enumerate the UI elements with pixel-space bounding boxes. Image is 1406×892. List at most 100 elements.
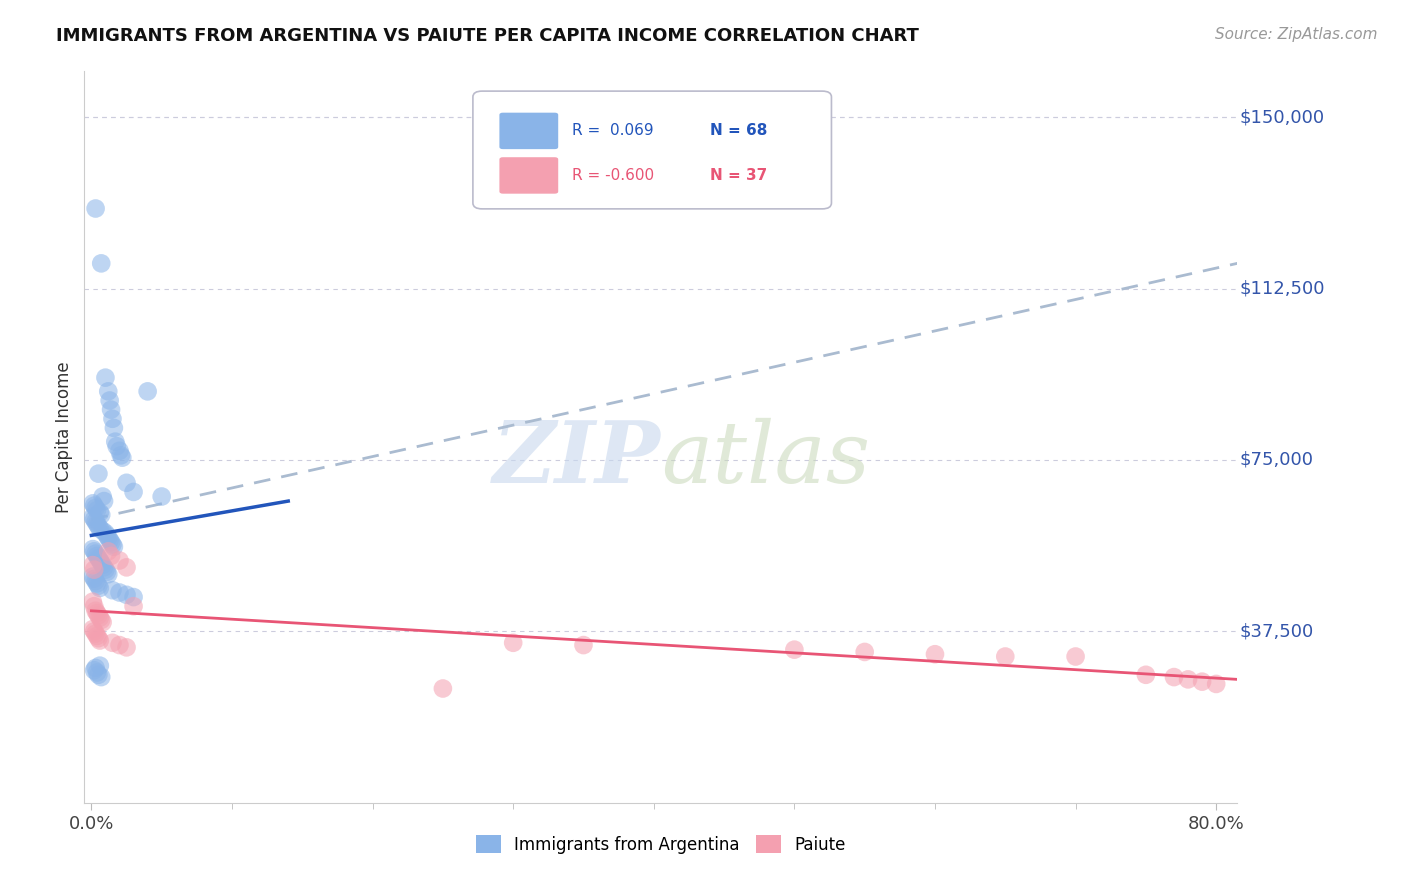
Point	[432, 681, 454, 696]
Point	[86, 665, 108, 680]
Text: N = 37: N = 37	[710, 168, 768, 183]
Point	[84, 515, 107, 529]
Point	[93, 560, 115, 574]
Point	[87, 632, 110, 646]
Point	[89, 506, 111, 520]
Point	[1177, 673, 1199, 687]
Point	[90, 670, 112, 684]
Point	[1064, 649, 1087, 664]
Point	[94, 526, 117, 541]
Point	[100, 402, 122, 417]
Point	[82, 510, 104, 524]
Point	[108, 443, 131, 458]
Text: $75,000: $75,000	[1240, 451, 1313, 469]
Point	[83, 663, 105, 677]
Point	[87, 608, 110, 623]
Point	[115, 588, 138, 602]
Text: R =  0.069: R = 0.069	[572, 123, 654, 138]
Point	[87, 579, 110, 593]
Point	[100, 549, 122, 563]
Point	[83, 544, 105, 558]
Point	[98, 533, 121, 547]
Y-axis label: Per Capita Income: Per Capita Income	[55, 361, 73, 513]
Point	[82, 622, 104, 636]
Point	[90, 613, 112, 627]
Point	[122, 484, 145, 499]
Point	[89, 553, 111, 567]
FancyBboxPatch shape	[499, 112, 558, 149]
Point	[98, 393, 121, 408]
Point	[122, 590, 145, 604]
Point	[96, 565, 118, 579]
Point	[110, 448, 132, 462]
Point	[91, 524, 114, 538]
Point	[82, 594, 104, 608]
Point	[86, 516, 108, 531]
Point	[994, 649, 1017, 664]
Point	[136, 384, 159, 399]
Point	[83, 512, 105, 526]
Point	[84, 604, 107, 618]
Point	[96, 528, 118, 542]
Point	[104, 434, 127, 449]
Point	[122, 599, 145, 614]
Point	[87, 667, 110, 681]
Text: N = 68: N = 68	[710, 123, 768, 138]
FancyBboxPatch shape	[472, 91, 831, 209]
Point	[94, 563, 117, 577]
Point	[853, 645, 876, 659]
Point	[101, 537, 124, 551]
Text: $150,000: $150,000	[1240, 108, 1324, 126]
Text: IMMIGRANTS FROM ARGENTINA VS PAIUTE PER CAPITA INCOME CORRELATION CHART: IMMIGRANTS FROM ARGENTINA VS PAIUTE PER …	[56, 27, 920, 45]
Point	[86, 629, 108, 643]
Point	[115, 475, 138, 490]
Point	[89, 658, 111, 673]
Point	[101, 411, 124, 425]
Legend: Immigrants from Argentina, Paiute: Immigrants from Argentina, Paiute	[470, 829, 852, 860]
Point	[83, 599, 105, 614]
Point	[90, 256, 112, 270]
Point	[783, 642, 806, 657]
Point	[87, 551, 110, 566]
Point	[87, 519, 110, 533]
Point	[100, 535, 122, 549]
Point	[82, 569, 104, 583]
Point	[97, 544, 120, 558]
Point	[1205, 677, 1227, 691]
Point	[103, 421, 125, 435]
FancyBboxPatch shape	[499, 157, 558, 194]
Point	[86, 503, 108, 517]
Point	[101, 636, 124, 650]
Point	[84, 661, 107, 675]
Point	[84, 626, 107, 640]
Point	[91, 490, 114, 504]
Text: $37,500: $37,500	[1240, 623, 1313, 640]
Point	[84, 574, 107, 588]
Point	[82, 558, 104, 573]
Text: ZIP: ZIP	[494, 417, 661, 500]
Point	[105, 439, 128, 453]
Point	[572, 638, 595, 652]
Point	[89, 610, 111, 624]
Text: R = -0.600: R = -0.600	[572, 168, 654, 183]
Point	[82, 496, 104, 510]
Point	[90, 508, 112, 522]
Point	[84, 500, 107, 515]
Point	[108, 585, 131, 599]
Point	[101, 583, 124, 598]
Point	[89, 633, 111, 648]
Point	[83, 563, 105, 577]
Point	[97, 531, 120, 545]
Point	[86, 549, 108, 563]
Point	[502, 636, 524, 650]
Point	[97, 567, 120, 582]
Point	[90, 556, 112, 570]
Text: Source: ZipAtlas.com: Source: ZipAtlas.com	[1215, 27, 1378, 42]
Point	[1135, 667, 1157, 681]
Text: $112,500: $112,500	[1240, 279, 1324, 298]
Point	[115, 640, 138, 655]
Point	[91, 558, 114, 573]
Point	[150, 490, 173, 504]
Point	[97, 384, 120, 399]
Point	[87, 467, 110, 481]
